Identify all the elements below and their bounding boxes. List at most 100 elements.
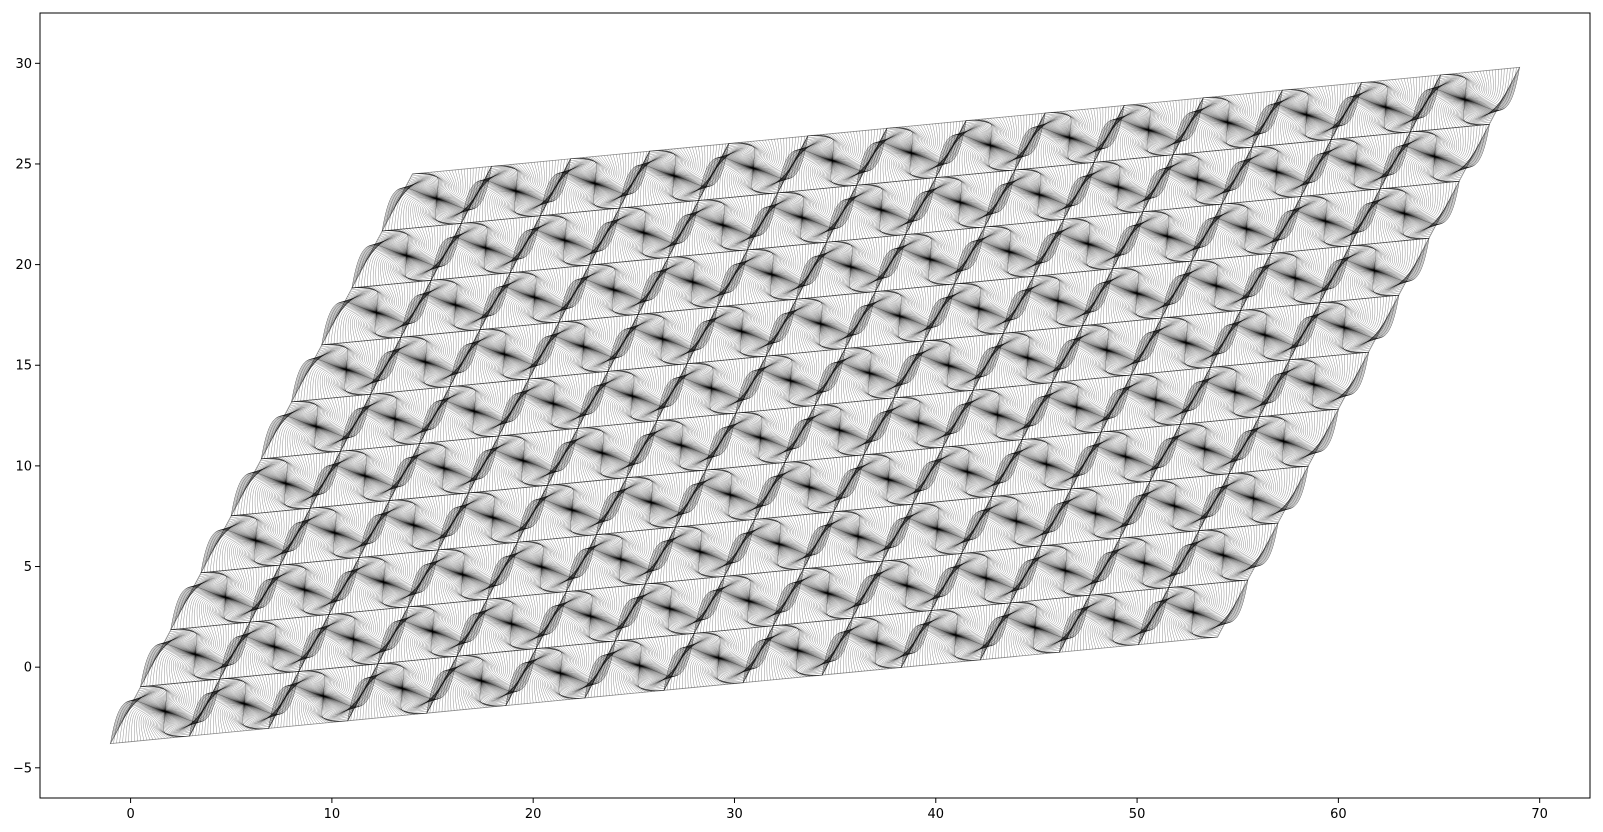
spiral-stroke — [1349, 188, 1407, 246]
spiral-stroke — [558, 278, 639, 323]
tile — [479, 264, 590, 331]
tile — [1081, 260, 1193, 327]
spiral-stroke — [942, 404, 1023, 448]
spiral-stroke — [686, 320, 767, 364]
tile — [328, 549, 439, 615]
tile — [1160, 253, 1272, 319]
tile — [370, 329, 481, 395]
spiral-stroke — [468, 435, 525, 493]
tile — [784, 397, 895, 463]
spiral-stroke — [1033, 233, 1113, 277]
tile — [1137, 579, 1249, 646]
spiral-stroke — [540, 158, 597, 216]
tile — [595, 469, 707, 536]
spiral-stroke — [231, 472, 311, 516]
spiral-stroke — [547, 442, 627, 486]
spiral-stroke — [1198, 522, 1279, 567]
spiral-stroke — [735, 355, 793, 414]
tile-edge — [935, 112, 1046, 179]
spiral-stroke — [1180, 366, 1237, 425]
tile — [637, 249, 749, 315]
spiral-stroke — [389, 457, 469, 501]
spiral-stroke — [803, 511, 860, 569]
tile — [1051, 317, 1163, 384]
spiral-stroke — [754, 476, 834, 520]
spiral-pattern — [109, 66, 1521, 745]
spiral-stroke — [905, 191, 985, 235]
tile — [1002, 268, 1114, 334]
spiral-stroke — [510, 215, 567, 273]
spiral-stroke — [1063, 176, 1143, 220]
spiral-stroke — [461, 180, 541, 224]
tile — [109, 678, 221, 745]
spiral-stroke — [668, 214, 748, 258]
spiral-stroke — [189, 678, 246, 737]
tile — [381, 165, 493, 232]
tile — [667, 192, 779, 258]
spiral-stroke — [698, 142, 755, 201]
spiral-stroke — [1210, 324, 1290, 368]
spiral-stroke — [347, 677, 427, 721]
spiral-stroke — [1063, 161, 1121, 220]
tile — [388, 435, 500, 502]
spiral-stroke — [1082, 282, 1162, 326]
tile — [219, 614, 330, 680]
tile-edge — [1251, 82, 1363, 148]
spiral-stroke — [1010, 559, 1090, 603]
y-tick-label: 30 — [15, 57, 32, 72]
spiral-stroke — [754, 461, 811, 520]
spiral-stroke — [298, 613, 356, 672]
tile — [1228, 408, 1340, 475]
tile — [260, 393, 372, 460]
spiral-stroke — [1003, 275, 1060, 334]
spiral-stroke — [686, 306, 744, 364]
spiral-stroke — [656, 363, 714, 421]
tile — [309, 443, 421, 509]
spiral-stroke — [231, 458, 288, 516]
spiral-stroke — [505, 647, 563, 706]
spiral-stroke — [438, 506, 518, 550]
spiral-stroke — [1040, 488, 1098, 546]
spiral-stroke — [340, 393, 397, 452]
spiral-stroke — [747, 192, 804, 250]
tile — [418, 378, 530, 445]
tile — [716, 241, 828, 308]
x-tick-label: 70 — [1531, 807, 1548, 822]
tile-edge — [855, 120, 967, 186]
spiral-stroke — [528, 335, 608, 380]
tile — [486, 534, 598, 600]
spiral-stroke — [426, 655, 484, 714]
spiral-stroke — [1410, 74, 1467, 132]
tile — [705, 405, 816, 471]
spiral-stroke — [1210, 309, 1267, 368]
tile — [1093, 97, 1204, 163]
spiral-stroke — [566, 534, 623, 592]
tile — [1318, 237, 1430, 304]
spiral-stroke — [1021, 381, 1079, 440]
tile — [742, 617, 854, 684]
spiral-stroke — [377, 606, 435, 664]
tile — [449, 321, 560, 388]
tile — [1130, 309, 1242, 376]
tile — [588, 200, 700, 266]
tile — [1191, 196, 1302, 262]
tile — [881, 496, 993, 562]
spiral-stroke — [1093, 119, 1174, 163]
spiral-stroke — [863, 411, 944, 455]
tile — [1168, 522, 1279, 589]
tile — [723, 511, 835, 577]
spiral-stroke — [705, 412, 763, 471]
tile — [430, 215, 542, 281]
spiral-stroke — [954, 240, 1034, 285]
spiral-stroke — [1289, 302, 1346, 360]
spiral-stroke — [984, 169, 1042, 228]
spiral-stroke — [487, 556, 567, 600]
tile — [565, 526, 677, 593]
spiral-stroke — [777, 135, 834, 193]
tile — [983, 161, 1095, 228]
spiral-stroke — [310, 465, 390, 509]
spiral-stroke — [1161, 274, 1241, 319]
tile — [139, 621, 251, 688]
tile — [960, 488, 1072, 554]
